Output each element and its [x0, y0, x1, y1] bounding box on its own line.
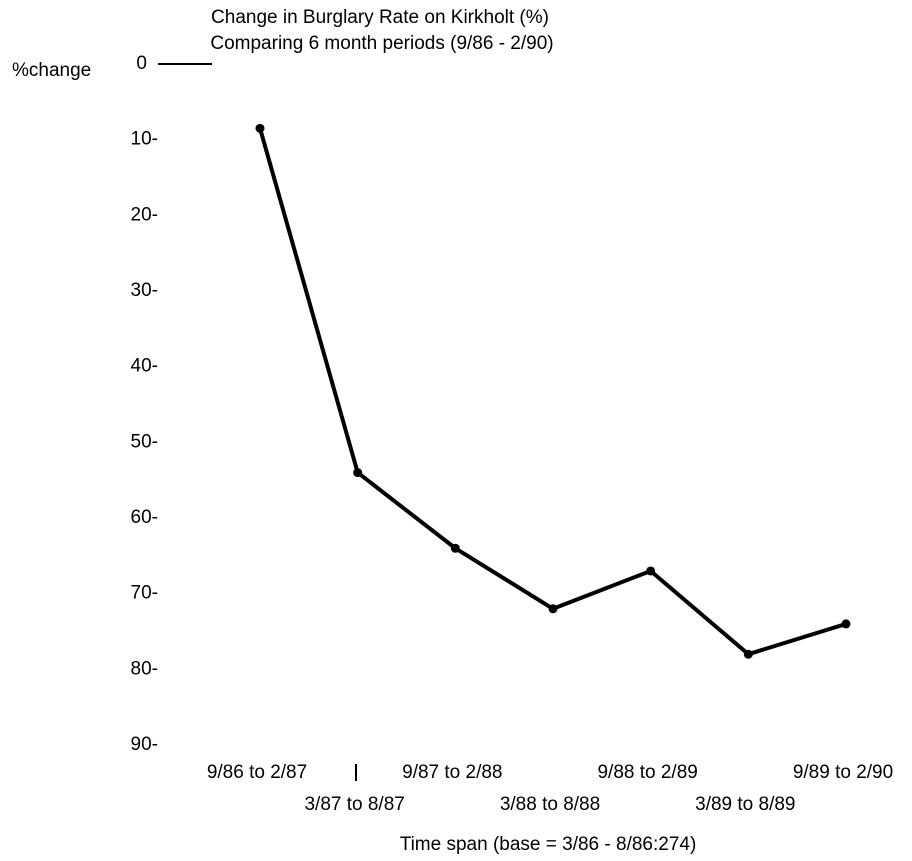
x-axis-label: Time span (base = 3/86 - 8/86:274)	[400, 834, 697, 855]
data-point	[548, 604, 558, 614]
x-tick-label: 3/87 to 8/87	[304, 794, 404, 815]
chart-subtitle: Comparing 6 month periods (9/86 - 2/90)	[210, 33, 553, 54]
data-point	[353, 468, 363, 478]
x-tick-label: 3/88 to 8/88	[500, 794, 600, 815]
y-tick-label: 10-	[131, 129, 158, 150]
data-point	[841, 619, 851, 629]
data-line	[258, 127, 847, 657]
y-tick-label: 0	[136, 53, 147, 74]
y-tick-label: 60-	[131, 507, 158, 528]
y-tick-label: 30-	[131, 280, 158, 301]
x-tick-label: 9/89 to 2/90	[793, 762, 893, 783]
y-tick-label: 90-	[131, 734, 158, 755]
x-tick-label: 3/89 to 8/89	[695, 794, 795, 815]
x-tick-label: 9/88 to 2/89	[597, 762, 697, 783]
data-point	[255, 123, 265, 133]
data-point	[450, 543, 460, 553]
y-tick-label: 50-	[131, 431, 158, 452]
data-point	[743, 649, 753, 659]
y-tick-label: 80-	[131, 658, 158, 679]
y-tick-label: 20-	[131, 204, 158, 225]
y-axis-label: %change	[12, 60, 91, 81]
y-tick-label: 70-	[131, 583, 158, 604]
chart-title: Change in Burglary Rate on Kirkholt (%)	[211, 7, 549, 28]
x-tick-label: 9/86 to 2/87	[207, 762, 307, 783]
y-tick-label: 40-	[131, 356, 158, 377]
x-tick-label: 9/87 to 2/88	[402, 762, 502, 783]
data-point	[646, 566, 656, 576]
